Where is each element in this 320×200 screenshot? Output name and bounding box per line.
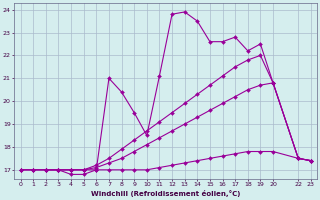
X-axis label: Windchill (Refroidissement éolien,°C): Windchill (Refroidissement éolien,°C): [91, 190, 240, 197]
